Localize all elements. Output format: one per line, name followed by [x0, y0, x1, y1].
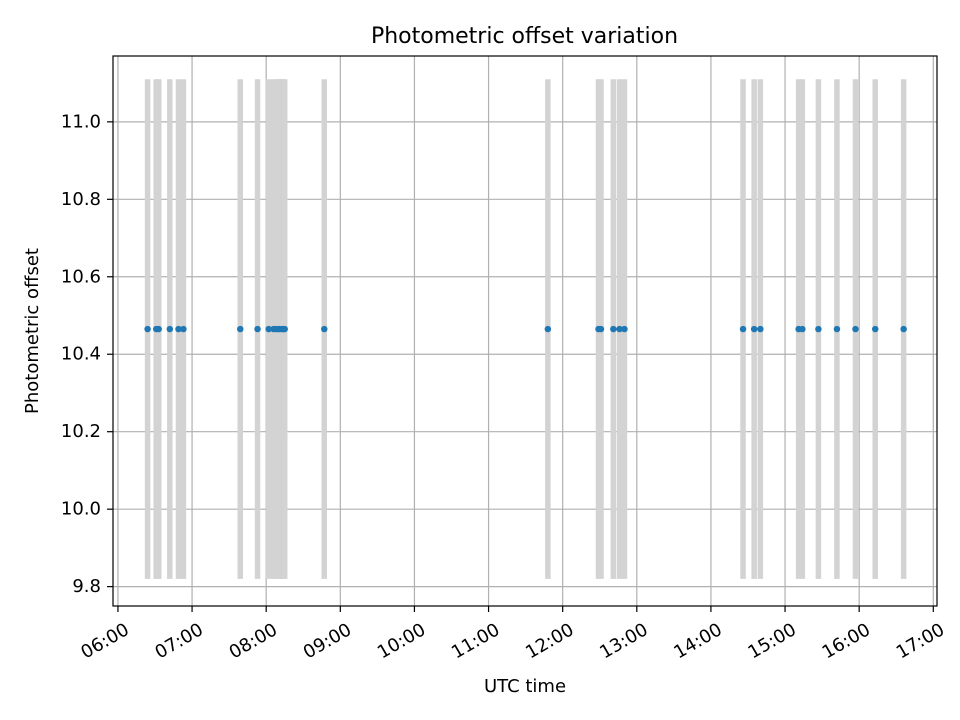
- y-tick-label: 11.0: [61, 111, 101, 132]
- data-point: [610, 325, 617, 333]
- data-point: [180, 325, 187, 333]
- data-point: [597, 325, 605, 333]
- data-point: [833, 325, 841, 333]
- y-axis-label: Photometric offset: [22, 248, 43, 414]
- y-tick-label: 10.4: [61, 344, 101, 365]
- data-point: [616, 325, 623, 333]
- data-point: [144, 325, 151, 333]
- data-points: [144, 325, 907, 333]
- data-point: [799, 325, 806, 333]
- data-point: [872, 325, 879, 333]
- data-point: [815, 325, 822, 333]
- data-point: [544, 325, 552, 333]
- data-point: [757, 325, 764, 333]
- data-point: [166, 325, 174, 333]
- data-point: [237, 325, 244, 333]
- data-point: [900, 325, 907, 333]
- data-point: [281, 325, 288, 333]
- data-point: [852, 325, 859, 333]
- y-tick-label: 10.8: [61, 189, 101, 210]
- y-tick-label: 10.6: [61, 266, 101, 287]
- x-axis-label: UTC time: [484, 676, 566, 697]
- plot-frame: [112, 55, 938, 607]
- chart-title: Photometric offset variation: [371, 24, 678, 49]
- data-point: [155, 325, 162, 333]
- data-point: [750, 325, 758, 333]
- data-point: [254, 325, 261, 333]
- data-point: [739, 325, 747, 333]
- y-tick-label: 9.8: [72, 576, 101, 597]
- y-tick-label: 10.0: [61, 499, 101, 520]
- data-point: [321, 325, 328, 333]
- data-point: [175, 325, 182, 333]
- y-tick-label: 10.2: [61, 421, 101, 442]
- data-point: [265, 325, 272, 333]
- data-point: [621, 325, 628, 333]
